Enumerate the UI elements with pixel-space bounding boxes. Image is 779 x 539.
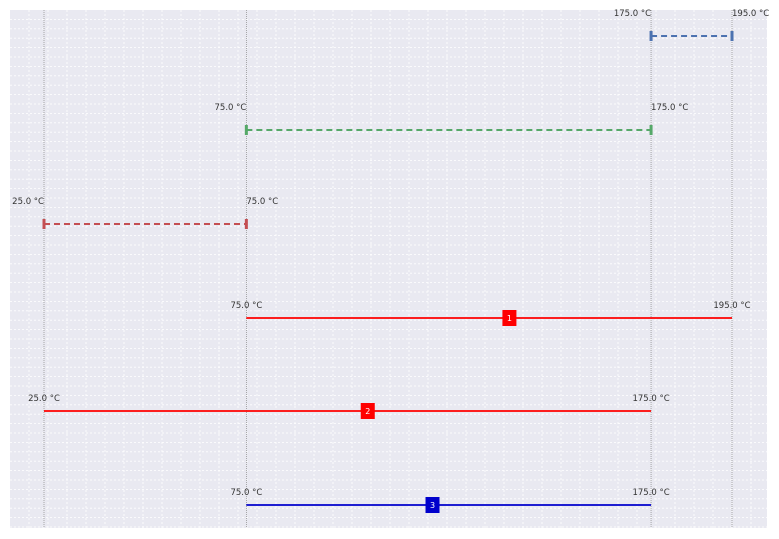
temperature-label: 25.0 °C (12, 197, 44, 207)
start-cap (244, 125, 248, 135)
segment-badge (502, 310, 517, 326)
start-cap (42, 219, 46, 229)
temperature-label: 175.0 °C (632, 394, 669, 404)
segment-badge (425, 497, 440, 513)
temperature-label: 75.0 °C (230, 301, 262, 311)
dashed-segments: 175.0 °C 195.0 °C 75.0 °C 175.0 °C 25.0 °C 75… (12, 9, 769, 229)
temperature-label: 75.0 °C (215, 103, 247, 113)
start-cap (649, 31, 653, 41)
temperature-label: 75.0 °C (230, 488, 262, 498)
dashed-segment: 75.0 °C 175.0 °C (215, 103, 688, 135)
end-cap (244, 219, 248, 229)
temperature-label: 175.0 °C (614, 9, 651, 19)
temperature-label: 195.0 °C (713, 301, 750, 311)
end-cap (649, 125, 653, 135)
dashed-segment: 25.0 °C 75.0 °C (12, 197, 278, 229)
temperature-label: 175.0 °C (632, 488, 669, 498)
temperature-label: 175.0 °C (651, 103, 688, 113)
segment-badge (360, 403, 375, 419)
plot-background (10, 10, 767, 528)
segment-badge-number: 1 (507, 314, 512, 323)
temperature-label: 195.0 °C (732, 9, 769, 19)
solid-segment-2: 25.0 °C 175.0 °C 2 (28, 394, 670, 419)
solid-segment-1: 75.0 °C 195.0 °C 1 (230, 301, 751, 326)
solid-segment-3: 75.0 °C 175.0 °C 3 (230, 488, 670, 513)
segment-badge-number: 3 (430, 501, 435, 510)
end-cap (730, 31, 734, 41)
guide-lines (43, 10, 733, 528)
segment-badge-number: 2 (365, 407, 370, 416)
dashed-segment: 175.0 °C 195.0 °C (614, 9, 769, 41)
temperature-label: 75.0 °C (246, 197, 278, 207)
solid-segments: 75.0 °C 195.0 °C 1 25.0 °C 175.0 °C 2 75.0 °C 1… (28, 301, 751, 513)
temperature-label: 25.0 °C (28, 394, 60, 404)
